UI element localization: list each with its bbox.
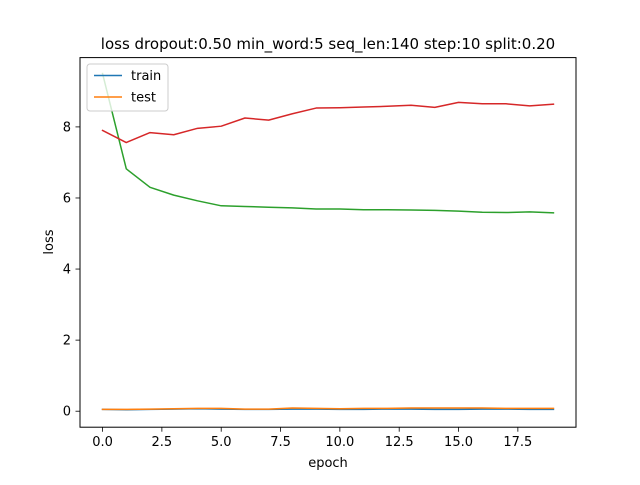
x-tick-label: 17.5 <box>503 435 532 450</box>
chart-title: loss dropout:0.50 min_word:5 seq_len:140… <box>101 35 555 54</box>
y-tick-label: 2 <box>63 334 71 349</box>
y-tick-label: 0 <box>63 405 71 420</box>
legend: train test <box>86 63 169 112</box>
x-tick-label: 2.5 <box>152 435 173 450</box>
series-line-test <box>101 407 555 411</box>
x-tick-label: 0.0 <box>92 435 113 450</box>
y-tick-label: 6 <box>63 191 71 206</box>
y-tick-label: 4 <box>63 263 71 278</box>
legend-label-train: train <box>131 69 161 84</box>
x-axis-label: epoch <box>308 456 348 471</box>
y-axis-label: loss <box>42 229 57 254</box>
x-tick-label: 12.5 <box>385 435 414 450</box>
x-tick-label: 10.0 <box>325 435 354 450</box>
x-tick-label: 7.5 <box>270 435 291 450</box>
plot-area-frame <box>79 57 577 428</box>
series-line-series-4 <box>101 101 555 144</box>
series-line-series-3 <box>101 72 555 214</box>
y-tick-label: 8 <box>63 120 71 135</box>
x-tick-label: 15.0 <box>444 435 473 450</box>
x-tick-label: 5.0 <box>211 435 232 450</box>
legend-label-test: test <box>131 91 156 106</box>
